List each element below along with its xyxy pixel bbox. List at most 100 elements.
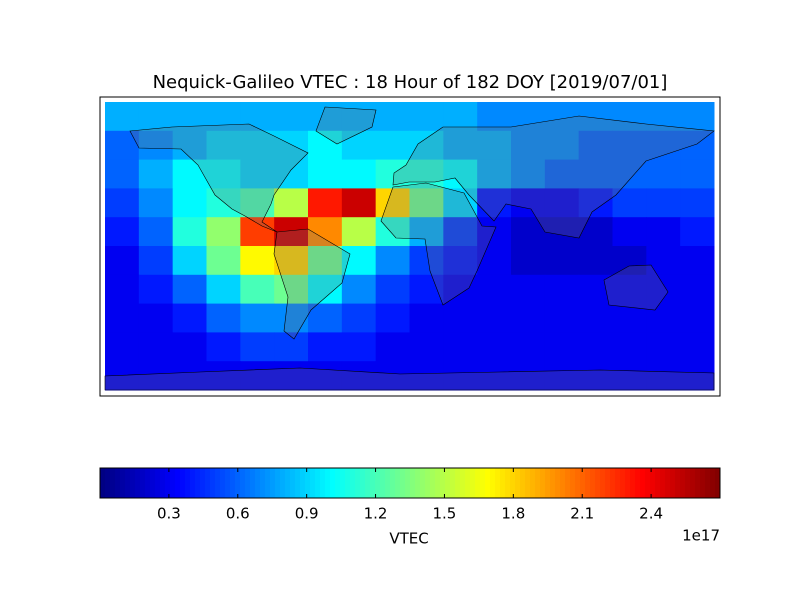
heatmap-cell [511,102,546,132]
heatmap-cell [274,102,309,132]
colorbar-swatch [205,468,211,498]
colorbar-swatch [705,468,711,498]
north-america [129,123,309,233]
colorbar-swatch [530,468,536,498]
colorbar-swatch [160,468,166,498]
heatmap-cell [544,130,580,161]
colorbar-swatch [520,468,526,498]
heatmap-cell [477,130,512,161]
heatmap-cell [680,332,715,362]
colorbar-swatch [270,468,276,498]
colorbar-swatch [550,468,556,498]
heatmap-cell [578,303,613,333]
heatmap-cell [341,130,377,161]
heatmap-cell [680,217,715,247]
heatmap-cell [578,274,613,305]
heatmap-cell [477,217,512,247]
heatmap-cell [578,188,613,218]
heatmap-cell [443,361,478,391]
colorbar-swatch [435,468,441,498]
colorbar-tick-label: 1.5 [433,505,457,523]
antarctica [104,367,715,391]
heatmap-cell [138,361,174,391]
heatmap-cell [172,217,207,247]
colorbar-swatch [275,468,281,498]
heatmap-cell [308,303,343,333]
heatmap-cell [477,188,512,218]
colorbar-swatch [350,468,356,498]
colorbar-tick-label: 2.1 [570,505,594,523]
heatmap-cell [544,159,580,189]
heatmap-cell [511,246,546,276]
colorbar-swatch [120,468,126,498]
heatmap-cell [206,159,241,189]
colorbar-swatch [150,468,156,498]
heatmap-cell [443,332,478,362]
heatmap-cell [308,130,343,161]
colorbar-tick-label: 0.6 [226,505,250,523]
colorbar-swatch [200,468,206,498]
colorbar-swatch [690,468,696,498]
colorbar-swatch [535,468,541,498]
heatmap-cell [477,303,512,333]
heatmap-cell [341,217,377,247]
heatmap-cell [138,246,174,276]
colorbar-swatch [430,468,436,498]
colorbar-swatch [100,468,106,498]
heatmap-cell [240,361,275,391]
colorbar-swatch [640,468,646,498]
heatmap-cell [680,159,715,189]
heatmap-cell [409,102,444,132]
heatmap-cell [308,159,343,189]
heatmap-cell [341,188,377,218]
greenland [315,106,377,145]
colorbar-swatch [495,468,501,498]
colorbar-swatch [380,468,386,498]
heatmap-cell [274,303,309,333]
heatmap-cell [375,274,410,305]
heatmap-cell [138,303,174,333]
colorbar-swatch [345,468,351,498]
heatmap-cell [578,159,613,189]
colorbar-swatch [650,468,656,498]
heatmap-cell [409,361,444,391]
heatmap-cell [511,274,546,305]
colorbar-swatch [580,468,586,498]
heatmap-cell [172,246,207,276]
colorbar-swatch [660,468,666,498]
heatmap-cell [612,274,647,305]
heatmap-cell [206,332,241,362]
eurasia [392,115,715,239]
heatmap-cell [477,361,512,391]
colorbar-swatch [115,468,121,498]
heatmap-cell [443,303,478,333]
heatmap-cell [240,130,275,161]
heatmap-cell [240,217,275,247]
heatmap-cell [375,332,410,362]
colorbar-swatch [500,468,506,498]
heatmap-cell [341,361,377,391]
heatmap-cell [612,361,647,391]
heatmap-cell [409,274,444,305]
colorbar-swatch [575,468,581,498]
heatmap-cell [578,130,613,161]
colorbar-swatch [300,468,306,498]
heatmap-cell [409,188,444,218]
colorbar-swatch [390,468,396,498]
colorbar-swatch [445,468,451,498]
colorbar-swatch [555,468,561,498]
colorbar-swatch [420,468,426,498]
heatmap-cell [511,188,546,218]
heatmap-cell [680,102,715,132]
heatmap-cell [578,217,613,247]
heatmap-cell [544,188,580,218]
colorbar-swatch [250,468,256,498]
colorbar-swatch [325,468,331,498]
heatmap-cell [105,246,140,276]
heatmap-cell [138,102,174,132]
heatmap-cell [172,332,207,362]
colorbar-swatch [235,468,241,498]
heatmap-cell [172,274,207,305]
heatmap-cell [105,188,140,218]
